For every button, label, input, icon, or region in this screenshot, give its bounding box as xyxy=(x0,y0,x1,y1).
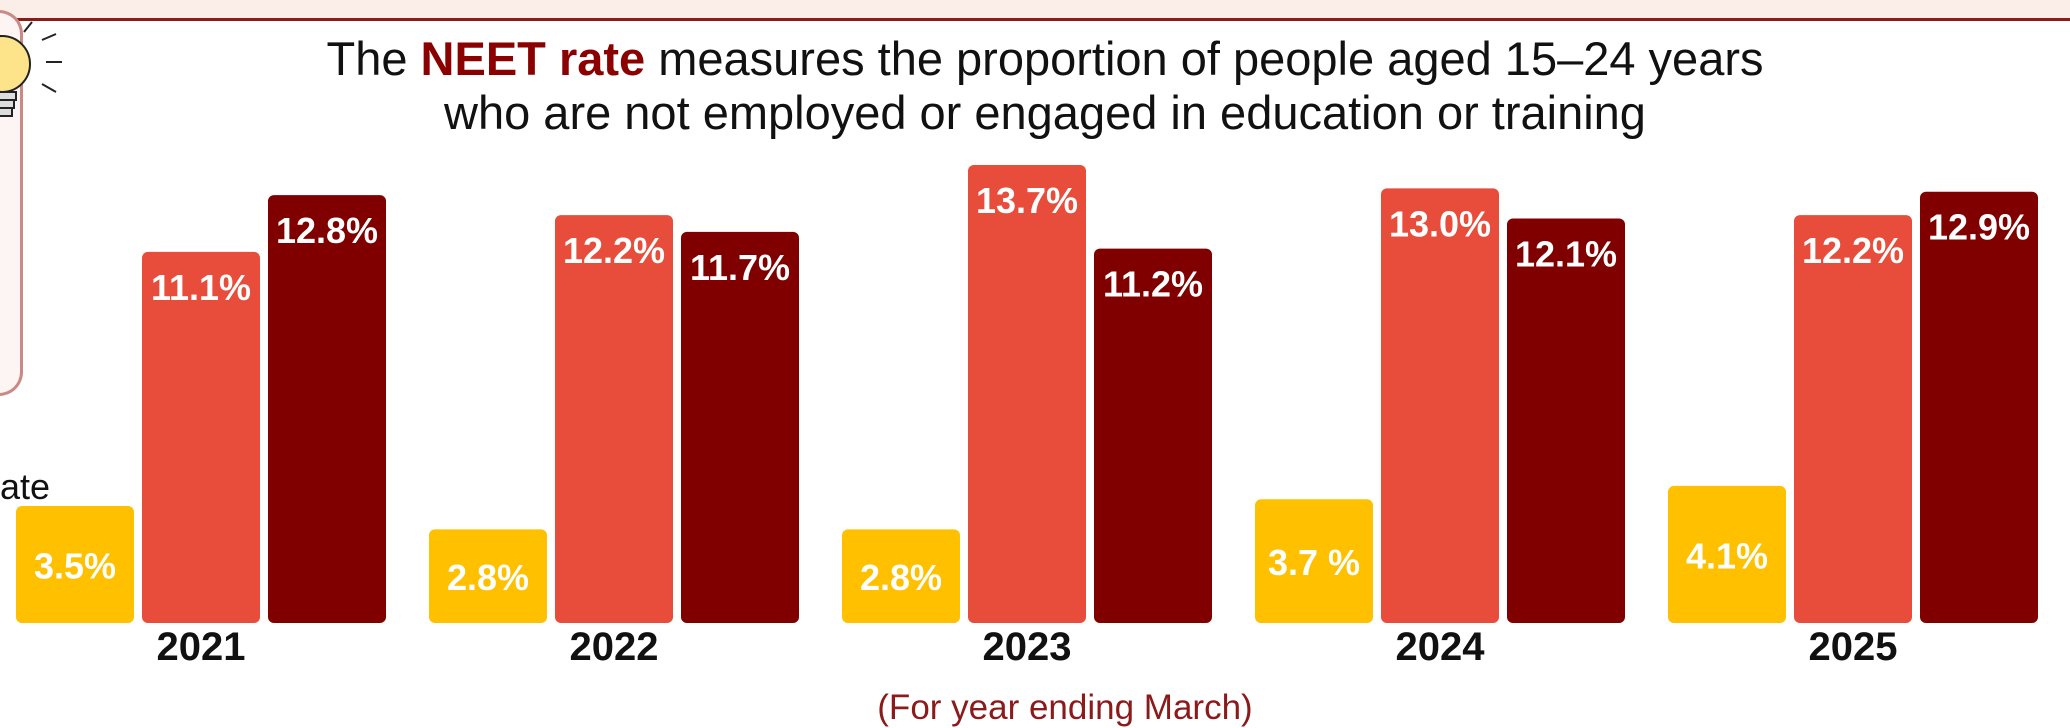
bar-2024-series-3 xyxy=(1507,218,1625,623)
bar-2022-series-3 xyxy=(681,231,799,623)
x-tick-label-2023: 2023 xyxy=(983,625,1072,669)
data-label-2021-series-1: 3.5% xyxy=(34,545,116,586)
data-label-2025-series-2: 12.2% xyxy=(1802,230,1904,271)
bar-2024-series-2 xyxy=(1381,188,1499,623)
data-label-2023-series-1: 2.8% xyxy=(860,557,942,598)
bar-2021-series-1 xyxy=(16,505,134,623)
data-label-2021-series-2: 11.1% xyxy=(151,267,251,308)
data-label-2022-series-3: 11.7% xyxy=(690,247,790,288)
bar-2025-series-1 xyxy=(1668,485,1786,623)
title-line-1: The NEET rate measures the proportion of… xyxy=(150,32,1940,86)
chart-title: The NEET rate measures the proportion of… xyxy=(150,32,1940,140)
axis-note: (For year ending March) xyxy=(877,688,1253,727)
title-line-2: who are not employed or engaged in educa… xyxy=(444,86,1646,139)
bar-2021-series-3 xyxy=(268,195,386,623)
data-label-2024-series-1: 3.7 % xyxy=(1268,542,1360,583)
bar-2023-series-2 xyxy=(968,165,1086,623)
cutoff-legend-text: ate xyxy=(0,466,51,507)
lightbulb-icon xyxy=(0,14,80,134)
x-tick-label-2025: 2025 xyxy=(1809,625,1898,669)
data-label-2024-series-3: 12.1% xyxy=(1515,233,1617,274)
bar-2023-series-3 xyxy=(1094,248,1212,623)
bar-2025-series-2 xyxy=(1794,215,1912,623)
x-tick-label-2024: 2024 xyxy=(1396,625,1486,669)
bar-2022-series-2 xyxy=(555,215,673,623)
bar-2021-series-2 xyxy=(142,251,260,623)
bar-2024-series-1 xyxy=(1255,499,1373,623)
data-label-2022-series-2: 12.2% xyxy=(563,230,665,271)
data-label-2025-series-1: 4.1% xyxy=(1686,535,1768,576)
data-label-2022-series-1: 2.8% xyxy=(447,557,529,598)
x-tick-label-2022: 2022 xyxy=(570,625,659,669)
top-band xyxy=(0,0,2070,21)
title-line1-rest: measures the proportion of people aged 1… xyxy=(645,32,1764,85)
bar-2023-series-1 xyxy=(842,529,960,623)
data-label-2023-series-3: 11.2% xyxy=(1103,264,1203,305)
title-highlight: NEET rate xyxy=(420,32,646,85)
data-label-2025-series-3: 12.9% xyxy=(1928,207,2030,248)
data-label-2023-series-2: 13.7% xyxy=(976,180,1078,221)
bar-2022-series-1 xyxy=(429,529,547,623)
bar-2025-series-3 xyxy=(1920,191,2038,624)
x-tick-label-2021: 2021 xyxy=(157,625,246,669)
data-label-2024-series-2: 13.0% xyxy=(1389,203,1491,244)
data-label-2021-series-3: 12.8% xyxy=(276,210,378,251)
title-prefix: The xyxy=(326,32,421,85)
